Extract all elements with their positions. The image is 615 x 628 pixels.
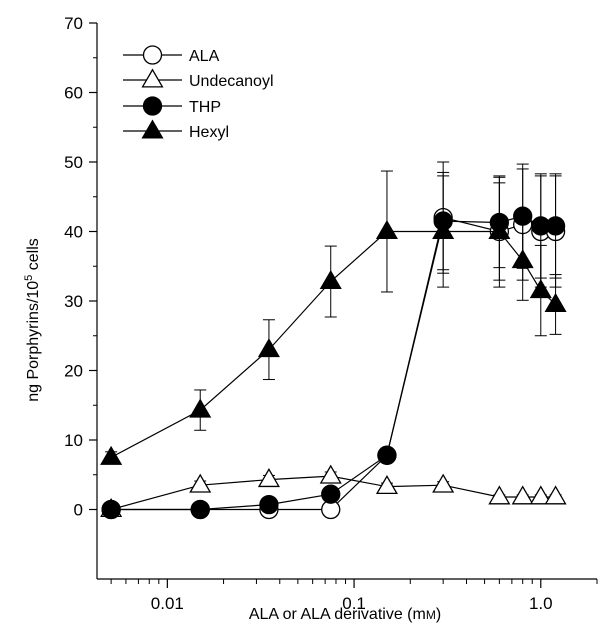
data-point-thp	[377, 445, 397, 465]
y-axis-label-sup: 5	[23, 275, 35, 281]
series-thp	[101, 163, 566, 520]
data-point-undecanoyl	[511, 485, 534, 505]
x-tick-label: 1.0	[529, 594, 553, 613]
data-point-thp	[433, 211, 453, 231]
data-point-hexyl	[319, 269, 342, 290]
legend-label: Undecanoyl	[189, 73, 274, 90]
y-tick-label: 20	[64, 362, 83, 381]
legend-item-thp: THP	[123, 96, 221, 116]
x-tick-label: 0.1	[342, 594, 366, 613]
data-point-undecanoyl	[257, 468, 280, 488]
legend: ALA Undecanoyl THP Hexyl	[123, 45, 274, 141]
data-point-hexyl	[529, 279, 552, 299]
series-line-ala	[111, 216, 556, 511]
y-tick-label: 10	[64, 431, 83, 450]
data-point-thp	[321, 484, 341, 504]
y-tick-label: 50	[64, 153, 83, 172]
data-point-undecanoyl	[319, 464, 342, 484]
legend-marker	[141, 68, 164, 88]
data-point-thp	[513, 206, 533, 226]
data-point-thp	[190, 499, 210, 520]
y-axis-label-pre: ng Porphyrins/10	[25, 281, 42, 402]
data-point-undecanoyl	[529, 485, 552, 505]
data-point-hexyl	[544, 292, 567, 312]
series-line-undecanoyl	[110, 475, 556, 511]
series-layer	[100, 161, 567, 520]
x-axis-label-pre: ALA or ALA derivative (m	[249, 606, 426, 623]
x-axis-label-post: )	[436, 606, 441, 623]
y-tick-label: 0	[74, 501, 83, 520]
axes: 0 10 20 30 40 50 60 70 0.01 0.1 1.0	[64, 14, 598, 613]
data-point-hexyl	[189, 398, 212, 418]
legend-marker	[142, 96, 163, 116]
y-tick-label: 70	[64, 14, 83, 33]
y-axis-label: ng Porphyrins/105 cells	[23, 238, 42, 402]
data-point-hexyl	[100, 445, 123, 465]
x-axis-label: ALA or ALA derivative (mM)	[249, 606, 441, 623]
data-point-undecanoyl	[189, 473, 212, 493]
y-tick-label: 30	[64, 292, 83, 311]
legend-label: THP	[189, 99, 221, 116]
legend-label: Hexyl	[189, 124, 229, 141]
data-point-thp	[101, 499, 121, 520]
y-axis-label-post: cells	[25, 238, 42, 274]
series-line-hexyl	[110, 230, 557, 458]
y-tick-label: 60	[64, 84, 83, 103]
data-point-thp	[545, 216, 566, 236]
data-point-hexyl	[375, 219, 398, 239]
y-tick-label: 40	[64, 223, 83, 242]
legend-item-hexyl: Hexyl	[123, 119, 229, 141]
legend-item-ala: ALA	[123, 45, 220, 65]
series-line-thp	[111, 215, 556, 511]
legend-marker	[142, 45, 163, 65]
legend-item-undecanoyl: Undecanoyl	[123, 68, 274, 90]
data-point-hexyl	[257, 338, 280, 358]
data-point-undecanoyl	[432, 473, 455, 493]
data-point-undecanoyl	[544, 485, 567, 505]
legend-marker	[141, 119, 164, 139]
data-point-thp	[259, 494, 279, 515]
data-point-undecanoyl	[488, 485, 511, 505]
x-tick-label: 0.01	[151, 594, 184, 613]
x-axis-label-unit: M	[426, 608, 436, 622]
data-point-thp	[489, 212, 510, 233]
legend-label: ALA	[189, 48, 220, 65]
data-point-undecanoyl	[375, 475, 398, 495]
